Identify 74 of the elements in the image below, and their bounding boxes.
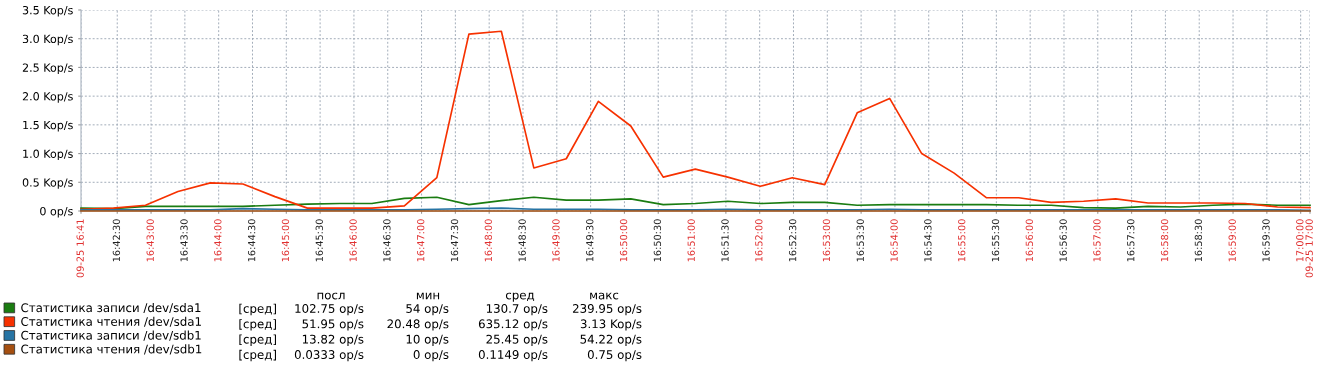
- text: 0.1149 op/s: [478, 350, 548, 362]
- x-tick-label: 16:49:30: [586, 219, 594, 262]
- text: 0.0333 op/s: [294, 350, 364, 362]
- text: [сред]: [239, 319, 276, 331]
- text: 0 op/s: [413, 350, 449, 362]
- x-tick-label: 16:50:30: [653, 219, 662, 262]
- legend-label: Статистика чтения /dev/sdb1: [21, 344, 202, 355]
- x-tick-label: 16:42:30: [112, 219, 121, 262]
- text: 130.7 op/s: [486, 304, 548, 316]
- text: 10 op/s: [406, 334, 449, 346]
- x-tick-label: 16:54:30: [924, 219, 932, 262]
- x-tick-label: 16:47:30: [450, 219, 459, 262]
- text: [сред]: [239, 303, 276, 316]
- x-tick-label: 16:53:30: [856, 219, 864, 262]
- x-tick-label: 16:54:00: [890, 219, 898, 262]
- y-tick-label: 0.5 Kop/s: [22, 178, 73, 189]
- x-tick-label: 16:59:00: [1228, 219, 1236, 262]
- x-tick-label: 16:51:30: [721, 219, 729, 262]
- text: 51.95 op/s: [302, 319, 364, 331]
- x-tick-label: 16:55:30: [991, 219, 1000, 262]
- x-tick-label: 16:55:00: [958, 219, 966, 262]
- text: 102.75 op/s: [295, 304, 364, 316]
- x-tick-label: 16:58:00: [1160, 219, 1169, 262]
- x-tick-label: 16:52:30: [788, 219, 797, 262]
- x-tick-label: 16:43:30: [180, 219, 188, 262]
- text: [сред]: [239, 349, 276, 362]
- x-tick-label: 16:45:30: [315, 219, 323, 262]
- x-tick-label: 09-25 17:00: [1305, 219, 1313, 278]
- x-tick-label: 16:46:00: [349, 219, 357, 262]
- text: 20.48 op/s: [387, 319, 449, 331]
- y-tick-label: 1.0 Kop/s: [23, 149, 73, 161]
- x-tick-label: 09-25 16:41: [76, 219, 84, 278]
- text: 0.75 op/s: [587, 350, 642, 362]
- y-tick-label: 3.5 Kop/s: [22, 5, 73, 17]
- text: 635.12 op/s: [478, 319, 548, 331]
- y-tick-label: 3.0 Kop/s: [22, 34, 73, 46]
- x-tick-label: 16:48:00: [484, 219, 492, 262]
- x-tick-label: 17:00:00: [1296, 219, 1304, 262]
- text: 25.45 op/s: [486, 334, 548, 346]
- text: мин: [416, 292, 440, 300]
- text: [сред]: [239, 334, 276, 346]
- x-tick-label: 16:51:00: [687, 219, 695, 262]
- x-tick-label: 16:56:00: [1025, 219, 1033, 262]
- text: макс: [590, 292, 619, 300]
- text: 54.22 op/s: [580, 334, 642, 346]
- x-tick-label: 16:57:30: [1127, 219, 1135, 262]
- y-tick-label: 1.5 Kop/s: [23, 120, 73, 132]
- x-tick-label: 16:50:00: [619, 219, 628, 262]
- y-tick-label: 2.5 Kop/s: [22, 63, 73, 74]
- text: 3.13 Kop/s: [580, 319, 642, 331]
- x-tick-label: 16:56:30: [1059, 219, 1067, 262]
- x-tick-label: 16:49:00: [552, 219, 560, 262]
- x-tick-label: 16:45:00: [281, 219, 290, 262]
- text: посл: [317, 292, 345, 300]
- text: 13.82 op/s: [302, 334, 364, 346]
- y-tick-label: 2.0 Kop/s: [22, 92, 73, 103]
- text: 239.95 op/s: [572, 304, 642, 316]
- x-tick-label: 16:47:00: [417, 219, 425, 262]
- x-tick-label: 16:57:00: [1093, 219, 1101, 262]
- x-tick-label: 16:46:30: [383, 219, 391, 262]
- x-tick-label: 16:58:30: [1194, 219, 1203, 262]
- legend-label: Статистика чтения /dev/sda1: [21, 316, 201, 327]
- text: сред: [505, 292, 535, 302]
- x-tick-label: 16:44:00: [214, 219, 222, 262]
- x-tick-label: 16:59:30: [1262, 219, 1270, 262]
- x-tick-label: 16:53:00: [822, 219, 831, 262]
- y-tick-label: 0 op/s: [40, 206, 73, 218]
- x-tick-label: 16:52:00: [755, 219, 763, 262]
- x-tick-label: 16:44:30: [247, 219, 256, 262]
- x-tick-label: 16:43:00: [146, 219, 154, 262]
- x-tick-label: 16:48:30: [518, 219, 526, 262]
- text: 54 op/s: [406, 304, 449, 316]
- legend-label: Статистика записи /dev/sdb1: [21, 330, 201, 341]
- legend-label: Статистика записи /dev/sda1: [21, 303, 201, 314]
